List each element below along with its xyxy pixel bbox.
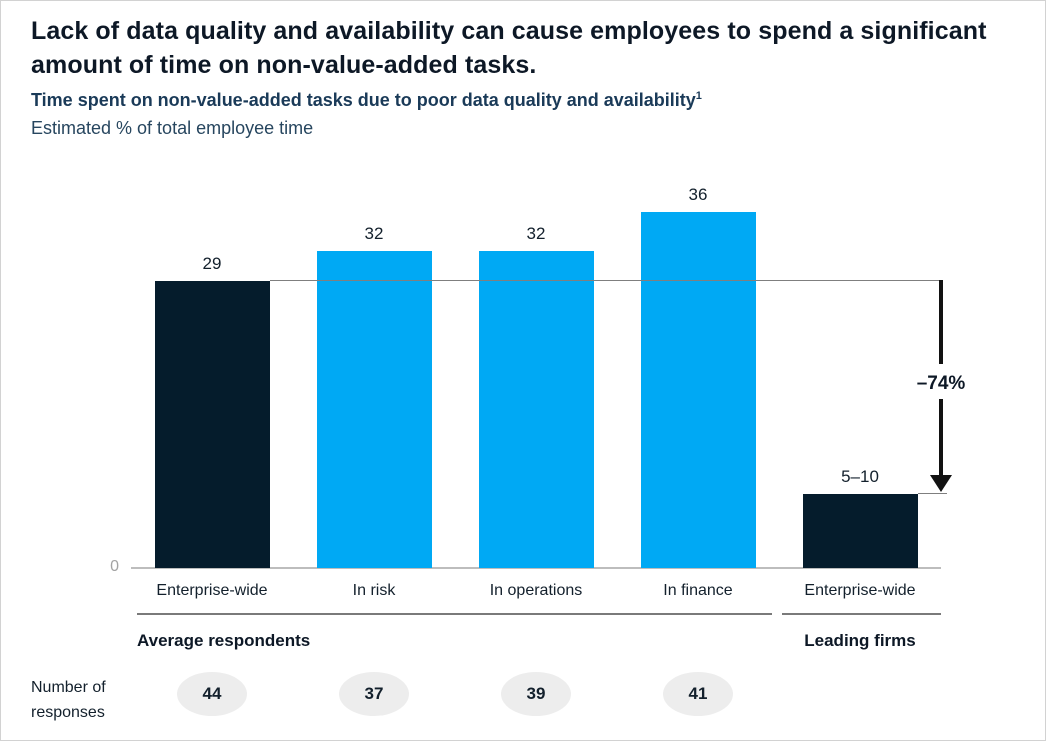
category-label-3: In finance: [663, 582, 733, 599]
chart-title: Time spent on non-value-added tasks due …: [31, 90, 702, 111]
bar-2: [478, 251, 594, 568]
bar-value-label-2: 32: [526, 224, 546, 243]
page-title: Lack of data quality and availability ca…: [31, 17, 987, 79]
group-label-leading-firms: Leading firms: [804, 631, 916, 650]
group-label-average-respondents: Average respondents: [137, 631, 311, 650]
category-label-4: Enterprise-wide: [804, 582, 916, 599]
number-of-responses-line1: Number of: [31, 679, 106, 696]
footnote-marker: 1: [695, 90, 702, 102]
category-label-0: Enterprise-wide: [156, 582, 268, 599]
bar-4: [802, 494, 918, 568]
bar-value-label-3: 36: [688, 185, 708, 204]
leading-bar-connector-line: [918, 493, 947, 494]
bar-value-label-0: 29: [202, 254, 222, 273]
delta-arrow-lower-segment: [939, 399, 943, 476]
chart-title-text: Time spent on non-value-added tasks due …: [31, 90, 696, 110]
leading-group-divider: [782, 613, 941, 615]
responses-badge-1: 37: [339, 672, 409, 716]
number-of-responses-label: Number of responses: [31, 675, 106, 725]
reference-line-29: [270, 280, 939, 281]
chart-unit-label: Estimated % of total employee time: [31, 118, 314, 138]
bar-value-label-4: 5–10: [841, 467, 879, 486]
category-label-2: In operations: [489, 582, 583, 599]
y-axis-zero-label: 0: [110, 558, 119, 575]
delta-arrow-label: –74%: [901, 373, 981, 395]
responses-badge-3: 41: [663, 672, 733, 716]
bar-0: [154, 281, 270, 568]
responses-badge-2: 39: [501, 672, 571, 716]
delta-arrow-head-icon: [930, 475, 952, 492]
bar-1: [316, 251, 432, 568]
x-axis-baseline: [131, 567, 941, 569]
average-group-divider: [137, 613, 772, 615]
category-label-1: In risk: [352, 582, 396, 599]
responses-badge-0: 44: [177, 672, 247, 716]
delta-arrow-upper-segment: [939, 280, 943, 364]
bar-value-label-1: 32: [364, 224, 384, 243]
bar-3: [640, 212, 756, 568]
number-of-responses-line2: responses: [31, 704, 105, 721]
